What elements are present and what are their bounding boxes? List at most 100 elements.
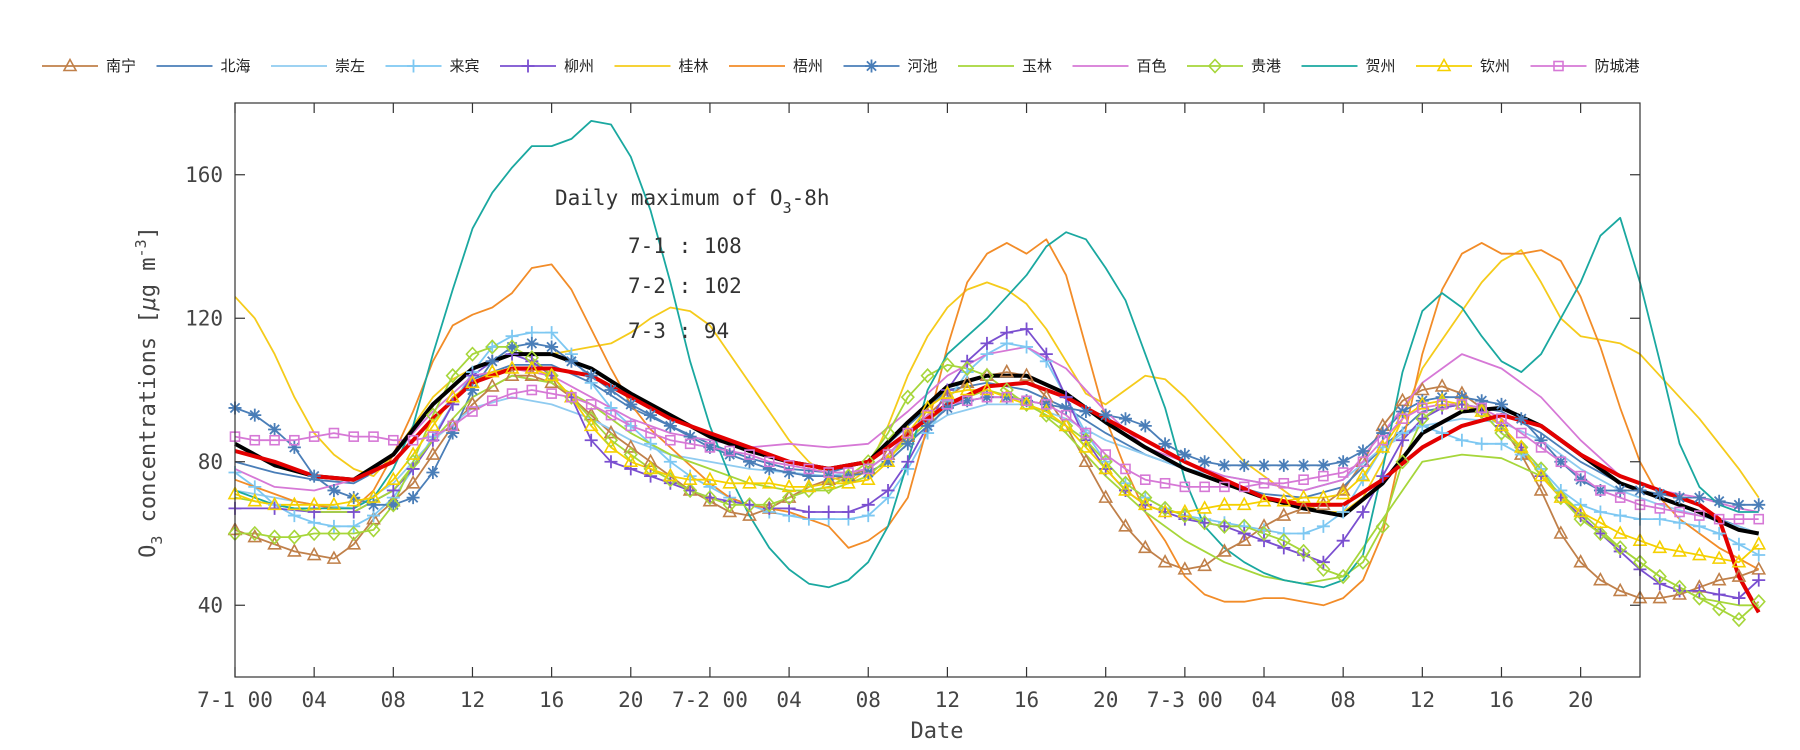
series-7-point-21 [644,408,658,422]
series-13-point-41 [1041,399,1052,410]
legend-item-2: 崇左 [271,57,365,75]
legend-swatch-marker-13 [1553,60,1564,72]
series-0-point-16 [544,374,559,389]
series-3-point-56 [1336,505,1350,519]
series-13-point-8 [388,434,399,446]
series-0-point-37 [959,374,975,389]
series-10-point-24 [702,489,718,506]
series-13-point-62 [1456,399,1468,410]
series-0-point-49 [1197,557,1212,572]
series-3-point-77 [1752,548,1766,562]
series-10-point-15 [524,350,539,366]
series-12-point-74 [1692,546,1707,561]
series-7-point-28 [782,466,796,480]
series-10-point-2 [267,529,282,545]
series-13-point-17 [566,391,577,403]
series-10-point-32 [861,454,876,470]
series-7-point-51 [1237,458,1251,472]
series-7-point-16 [545,340,559,354]
series-7-point-40 [1020,394,1034,408]
series-4-point-29 [881,483,895,497]
series-0-point-19 [603,424,619,439]
series-13-point-32 [862,463,874,475]
series-4-point-1 [268,501,282,515]
series-10-point-37 [960,360,975,377]
series-3-point-75 [1712,527,1726,540]
series-4-point-26 [822,505,836,519]
series-13-point-2 [269,434,280,446]
y-axis-title: O3 concentrations [μg m-3] [132,226,166,558]
series-4-point-27 [841,505,855,519]
series-7-point-69 [1593,483,1607,497]
series-10-point-69 [1593,525,1608,542]
series-12-point-23 [682,471,698,485]
series-4-point-50 [1297,548,1311,562]
series-12-point-48 [1177,503,1193,518]
series-13-point-42 [1060,409,1072,421]
series-12-point-45 [1118,482,1133,496]
series-10-point-8 [386,497,401,513]
series-7-point-22 [663,419,677,433]
series-13-point-50 [1219,481,1230,493]
series-3-point-76 [1732,537,1746,551]
series-12-point-24 [702,471,718,485]
series-13-point-57 [1357,456,1369,468]
series-13-point-49 [1199,481,1210,493]
series-4-point-16 [624,462,638,476]
series-13-point-43 [1080,427,1092,439]
series-4-point-55 [1396,433,1410,447]
x-tick-label-2: 08 [381,688,406,712]
plot-frame [234,102,1641,678]
series-13-point-68 [1575,470,1586,482]
series-13-point-3 [289,434,300,446]
series-7-point-58 [1376,426,1390,440]
series-4-point-20 [703,491,717,505]
legend-label-12: 钦州 [1480,57,1510,75]
series-3-point-13 [485,340,499,354]
series-12-point-43 [1078,439,1094,453]
series-7-point-54 [1297,458,1311,472]
series-13-point-77 [1753,513,1765,525]
series-13-point-16 [546,388,557,399]
legend-label-10: 贵港 [1251,57,1281,75]
legend-item-1: 北海 [156,57,251,75]
series-4-point-28 [861,498,875,512]
series-7-point-56 [1336,455,1350,469]
series-10-point-51 [1237,518,1252,535]
series-12-point-21 [643,460,658,475]
series-0-point-68 [1573,554,1588,568]
series-7-point-77 [1752,498,1766,512]
series-10-point-6 [346,525,361,542]
series-13-point-22 [665,434,676,446]
series-12-point-4 [306,496,322,511]
series-4-point-3 [347,505,361,519]
series-0-point-54 [1296,500,1311,514]
series-13-point-70 [1614,492,1626,503]
series-12-point-56 [1335,485,1351,500]
series-12-point-38 [979,381,995,396]
series-13-point-14 [506,388,518,399]
y-tick-label-0: 40 [198,593,223,617]
series-10-point-28 [781,489,797,506]
x-tick-label-12: 7-3 00 [1147,688,1223,712]
series-4-point-14 [584,433,598,447]
series-12-point-20 [623,453,639,468]
legend-item-4: 柳州 [500,57,594,75]
legend-swatch-marker-4 [521,59,535,73]
series-3-point-61 [1435,426,1449,440]
series-12-point-54 [1296,489,1311,503]
axis-ticks: 7-1 00 04 08 12 16 20 7-2 00 04 08 12 16 20 7-3 00 04… [185,103,1640,712]
series-0-point-5 [326,550,342,564]
y-tick-label-2: 120 [185,306,223,330]
series-0-point-2 [267,536,282,550]
series-13-point-15 [526,384,538,396]
series-12-point-7 [366,489,381,503]
series-10-point-54 [1296,543,1311,560]
series-13-point-55 [1318,470,1329,482]
series-10-point-70 [1613,540,1628,556]
series-7-point-44 [1099,408,1113,422]
series-4-point-45 [1198,516,1212,530]
series-0-point-46 [1137,539,1153,554]
series-10-point-75 [1712,601,1727,617]
y-tick-label-1: 80 [198,450,223,474]
